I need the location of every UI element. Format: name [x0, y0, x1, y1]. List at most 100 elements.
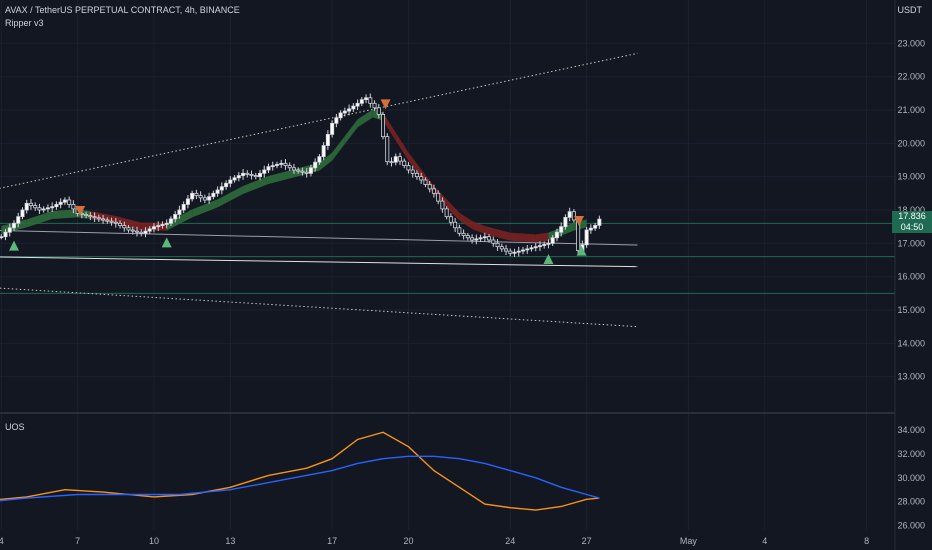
price-axis: 23.000 22.000 21.000 20.000 19.000 18.000 17.0…	[0, 38, 925, 546]
price-tick-label: 15.000	[897, 305, 925, 315]
candle-body	[262, 169, 267, 174]
candle-body	[84, 214, 89, 216]
candle-body	[423, 179, 428, 185]
uos-tick-label: 30.000	[897, 473, 925, 483]
price-tick-label: 14.000	[897, 338, 925, 348]
time-tick-label: 24	[505, 536, 515, 546]
candle-body	[118, 222, 123, 226]
symbol-title[interactable]: AVAX / TetherUS PERPETUAL CONTRACT, 4h, …	[5, 5, 240, 15]
candle-body	[313, 161, 318, 169]
candle-body	[253, 175, 258, 178]
candle-body	[491, 239, 496, 244]
signal-markers	[8, 99, 587, 264]
time-tick-label: 20	[403, 536, 413, 546]
candle-body	[28, 202, 33, 206]
candle-body	[3, 231, 8, 238]
candle-body	[20, 209, 25, 218]
uos-tick-label: 32.000	[897, 449, 925, 459]
candle-body	[474, 238, 479, 241]
candle-body	[168, 218, 173, 224]
candle-body	[105, 219, 110, 222]
candle-body	[71, 204, 76, 210]
candle-body	[207, 196, 212, 201]
candle-body	[588, 227, 593, 231]
candle-body	[160, 224, 165, 226]
candle-body	[139, 231, 144, 234]
triangle-up-icon	[576, 245, 587, 256]
candle-body	[461, 232, 466, 236]
candle-body	[164, 222, 169, 225]
time-tick-label: 13	[225, 536, 235, 546]
candle-body	[198, 195, 203, 199]
uos-tick-label: 26.000	[897, 521, 925, 531]
candle-body	[130, 229, 135, 232]
candle-body	[402, 160, 407, 166]
candle-body	[270, 165, 275, 168]
ribbon-segment	[383, 112, 396, 141]
oscillator-label[interactable]: UOS	[5, 422, 25, 432]
ribbon-segment	[26, 211, 53, 228]
candle-body	[508, 250, 513, 254]
candle-body	[419, 176, 424, 181]
ribbon-segment	[510, 232, 536, 243]
candle-body	[181, 204, 186, 211]
ribbon-segment	[446, 199, 460, 221]
price-tick-label: 13.000	[897, 372, 925, 382]
ribbon-segment	[243, 176, 269, 194]
candle-body	[96, 217, 101, 220]
candle-body	[67, 199, 72, 205]
candle-body	[11, 222, 16, 229]
candle-body	[427, 184, 432, 190]
uos-oscillator	[0, 431, 600, 511]
ribbon-segment	[332, 136, 345, 161]
candle-body	[325, 134, 330, 146]
candle-body	[185, 198, 190, 205]
ribbon-segment	[357, 109, 373, 128]
candle-body	[228, 179, 233, 184]
trendline	[0, 230, 638, 246]
price-tick-label: 20.000	[897, 138, 925, 148]
indicator-label[interactable]: Ripper v3	[5, 18, 44, 28]
candle-body	[495, 242, 500, 248]
candle-body	[283, 162, 288, 166]
trendline	[0, 256, 638, 268]
candle-body	[300, 170, 305, 173]
candle-body	[37, 207, 42, 211]
candle-body	[249, 174, 254, 176]
candle-body	[92, 216, 97, 219]
candle-body	[453, 221, 458, 229]
price-tick-label: 23.000	[897, 38, 925, 48]
time-tick-label: 17	[327, 536, 337, 546]
candle-body	[499, 246, 504, 250]
ribbon-segment	[395, 132, 409, 161]
last-price-badge: 17.836	[892, 211, 932, 222]
candle-body	[533, 246, 538, 249]
candle-body	[258, 172, 263, 178]
candle-body	[593, 225, 598, 229]
candle-body	[448, 216, 453, 223]
price-tick-label: 22.000	[897, 72, 925, 82]
candle-body	[287, 165, 292, 169]
price-tick-label: 18.000	[897, 205, 925, 215]
candle-body	[219, 186, 224, 191]
ribbon-segment	[166, 209, 193, 231]
candle-body	[101, 218, 106, 221]
candle-body	[478, 237, 483, 240]
candle-body	[520, 249, 525, 252]
candle-body	[109, 220, 114, 223]
candle-body	[266, 166, 271, 171]
candle-body	[211, 192, 216, 198]
candle-body	[173, 214, 178, 220]
time-tick-label: 10	[149, 536, 159, 546]
ribbon-segment	[268, 169, 294, 184]
ribbon-segment	[484, 226, 498, 238]
ribbon-segment	[192, 199, 218, 218]
trendlines	[0, 52, 638, 328]
candle-body	[431, 188, 436, 194]
candle-body	[45, 207, 50, 210]
candle-body	[33, 205, 38, 209]
candle-body	[372, 102, 377, 109]
ribbon-segment	[561, 222, 574, 236]
triangle-up-icon	[8, 240, 19, 251]
